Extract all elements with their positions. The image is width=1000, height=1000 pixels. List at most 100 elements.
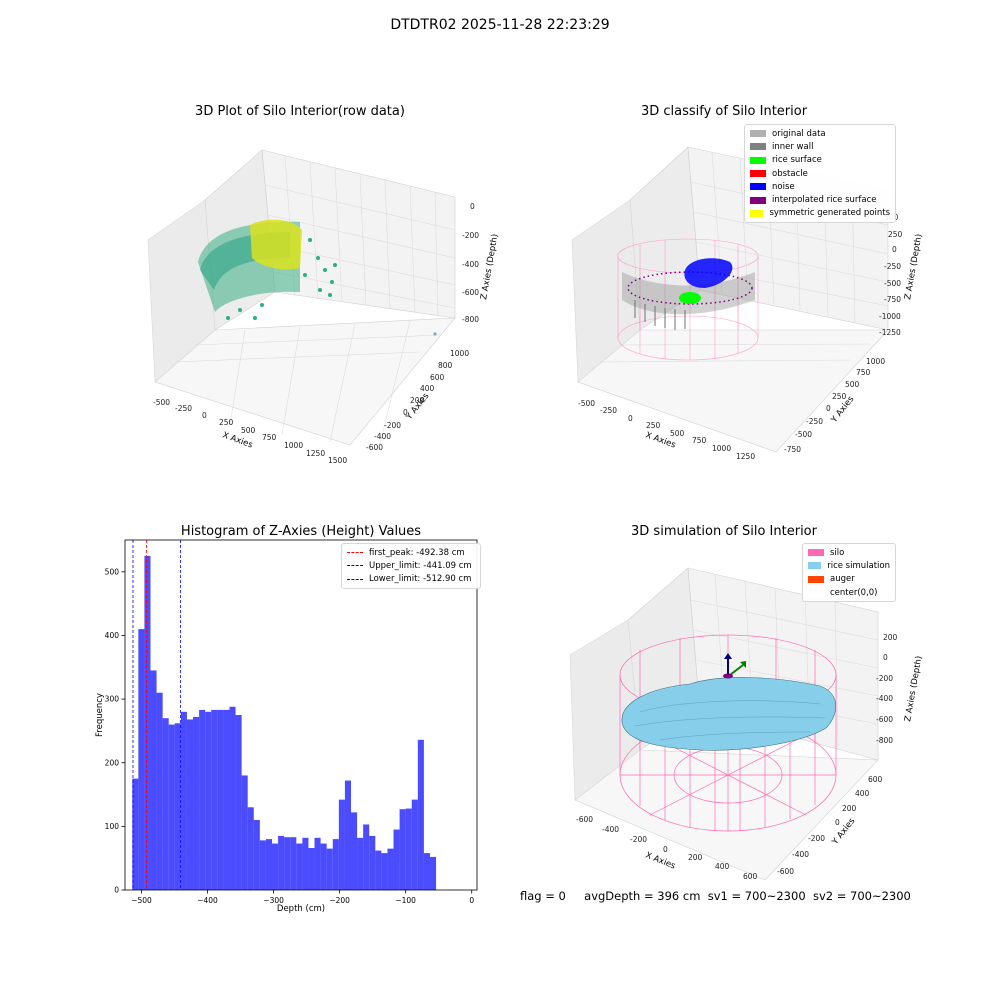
classify-x-ticks: -500 -250 0 250 500 750 1000 1250 [578,399,755,461]
legend-swatch [750,209,764,217]
histogram-bar [326,848,333,890]
classify-y-tick: 500 [845,380,860,389]
histogram-bar [344,780,351,890]
histogram-bar [168,724,175,890]
histogram-bar [417,739,424,890]
legend-item-silo: silo [808,546,890,559]
legend-swatch [750,130,766,138]
histogram-bar [369,835,376,890]
simulation-x-tick: 600 [743,872,758,881]
histogram-bar [375,850,382,890]
histogram-bar [399,809,406,890]
histogram-bar [223,709,230,890]
legend-item-obstacle: obstacle [750,167,890,180]
histogram-bar [205,711,212,890]
legend-label: center(0,0) [830,587,878,598]
raw-z-tick: -800 [462,315,479,324]
classify-z-tick: -750 [884,295,901,304]
legend-item-original-data: original data [750,127,890,140]
histogram-bar [180,711,187,890]
simulation-side-pane [569,619,641,801]
histogram-bar [423,853,430,890]
flag-value: flag = 0 [520,889,566,903]
classify-y-tick: 750 [856,368,871,377]
raw-side-pane [147,199,216,383]
raw-point-cloud-wall [198,221,300,312]
raw-y-tick: -600 [366,443,383,452]
classify-interpolated-surface [627,271,753,305]
histogram-bar [174,723,181,890]
classify-y-tick: -250 [806,417,823,426]
legend-label: silo [830,547,845,558]
simulation-y-ticks: -600 -400 -200 0 200 400 600 [777,775,883,876]
histogram-bar [320,843,327,890]
classify-z-tick: 0 [892,245,897,254]
histogram-bar [229,706,236,890]
classify-x-label: X Axies [644,430,677,450]
simulation-z-tick: 200 [883,633,898,642]
raw-y-tick: 800 [438,361,453,370]
classify-rice-surface-points [679,292,701,304]
simulation-x-tick: 400 [715,862,730,871]
raw-x-tick: 1500 [328,456,347,465]
histogram-bar [357,837,364,890]
legend-label: interpolated rice surface [772,195,877,206]
histogram-bar [363,824,370,890]
simulation-z-tick: -400 [876,694,893,703]
simulation-y-tick: 0 [835,818,840,827]
legend-line [347,565,363,567]
histogram-bar [241,775,248,890]
histogram-bar [284,837,291,890]
simulation-x-tick: -200 [630,835,647,844]
legend-swatch [750,183,766,191]
raw-point-cloud-top [250,219,302,270]
histogram-bar [296,843,303,890]
classify-silo-wireframe [617,238,759,361]
histogram-bar [393,829,400,890]
raw-gridlines [174,155,456,445]
sv2-value: sv2 = 700~2300 [812,889,911,903]
classify-y-tick: -500 [795,430,812,439]
classify-y-label: Y Axies [829,394,857,426]
histogram-bar [290,837,297,890]
legend-label: obstacle [772,168,808,179]
legend-swatch [750,143,766,151]
histogram-bar [265,839,273,890]
histogram-bar [138,629,145,890]
raw-x-label: X Axies [221,430,254,450]
histogram-bar [235,715,242,890]
histogram-x-tick-label: −100 [395,896,416,905]
raw-point-cloud-inner [200,232,290,290]
histogram-bar [308,848,315,890]
simulation-x-tick: 0 [663,845,668,854]
histogram-bar [411,799,418,890]
raw-y-tick: -200 [384,421,401,430]
simulation-plot-title: 3D simulation of Silo Interior [631,524,817,539]
figure-title: DTDTR02 2025-11-28 22:23:29 [390,17,610,33]
histogram-bar [429,856,437,890]
legend-item-upper-limit: Upper_limit: -441.09 cm [347,559,475,572]
simulation-y-tick: -200 [808,834,825,843]
raw-x-tick: 750 [262,433,277,442]
raw-y-ticks: -600 -400 -200 0 200 400 600 800 1000 [366,349,469,452]
avg-depth-value: avgDepth = 396 cm [584,889,701,903]
raw-x-tick: 1000 [284,441,303,450]
histogram-bar [332,839,339,890]
legend-label: noise [772,181,795,192]
raw-z-tick: -200 [462,231,479,240]
raw-z-label: Z Axies (Depth) [479,233,500,300]
legend-item-inner-wall: inner wall [750,140,890,153]
histogram-bar [278,835,285,890]
simulation-z-tick: 0 [883,653,888,662]
classify-z-tick: 250 [888,230,903,239]
histogram-bar [381,853,388,890]
histogram-bar [162,718,169,890]
simulation-center-marker [723,653,746,679]
legend-item-auger: auger [808,573,890,586]
legend-item-center: center(0,0) [808,586,890,599]
histogram-bar [247,807,254,890]
legend-label: Upper_limit: -441.09 cm [369,560,472,571]
legend-label: rice surface [772,155,822,166]
simulation-y-tick: -400 [792,850,809,859]
raw-z-tick: -400 [462,260,479,269]
